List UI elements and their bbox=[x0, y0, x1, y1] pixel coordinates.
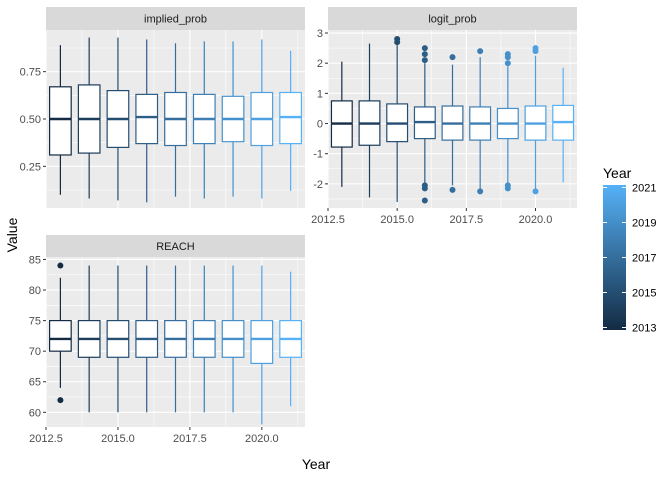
outlier-point bbox=[421, 51, 428, 58]
box-2017 bbox=[441, 54, 464, 193]
x-tick-label: 2017.5 bbox=[173, 433, 207, 445]
box-2013 bbox=[48, 45, 72, 195]
box-2020 bbox=[250, 265, 274, 425]
facet-strip bbox=[328, 7, 577, 30]
facet-strip bbox=[46, 235, 305, 257]
y-tick-label: 0.75 bbox=[20, 67, 41, 79]
outlier-point bbox=[421, 185, 428, 192]
box-2019 bbox=[221, 41, 245, 197]
facet-strip bbox=[46, 7, 305, 30]
box-2017 bbox=[164, 265, 187, 413]
box-2020 bbox=[250, 39, 274, 199]
y-tick-label: 1 bbox=[317, 88, 323, 100]
box-2013 bbox=[48, 262, 72, 404]
legend-label: 2019 bbox=[632, 218, 656, 230]
box-2017 bbox=[164, 43, 187, 197]
x-axis-title: Year bbox=[302, 456, 331, 472]
outlier-point bbox=[477, 48, 484, 55]
box-2021 bbox=[279, 271, 303, 407]
y-tick-label: 2 bbox=[317, 58, 323, 70]
box-2014 bbox=[358, 43, 381, 198]
outlier-point bbox=[532, 188, 539, 195]
legend-title: Year bbox=[603, 165, 632, 181]
outlier-point bbox=[504, 185, 511, 192]
y-tick-label: 75 bbox=[29, 316, 41, 328]
x-tick-label: 2012.5 bbox=[311, 214, 345, 226]
outlier-point bbox=[449, 186, 456, 193]
y-tick-label: 60 bbox=[29, 407, 41, 419]
y-tick-label: 85 bbox=[29, 254, 41, 266]
panel-implied-prob: implied_prob 0.25 0.50 0.75 bbox=[20, 7, 305, 208]
outlier-point bbox=[421, 197, 428, 204]
outlier-point bbox=[57, 262, 64, 269]
facet-strip-label: implied_prob bbox=[144, 14, 207, 26]
box-2016 bbox=[413, 45, 436, 204]
legend-label: 2021 bbox=[632, 183, 656, 195]
x-tick-label: 2020.0 bbox=[519, 214, 553, 226]
x-tick-label: 2015.0 bbox=[101, 433, 135, 445]
legend: 2013 2015 2017 2019 2021 bbox=[603, 183, 656, 335]
outlier-point bbox=[421, 57, 428, 64]
box-2013 bbox=[330, 61, 353, 187]
box-2018 bbox=[469, 48, 492, 195]
facet-strip-label: logit_prob bbox=[428, 14, 476, 26]
x-tick-label: 2017.5 bbox=[450, 214, 484, 226]
box-2016 bbox=[135, 265, 159, 413]
y-tick-label: 0 bbox=[317, 119, 323, 131]
y-tick-label: -2 bbox=[313, 179, 323, 191]
box-2020 bbox=[524, 45, 547, 195]
panel-logit-prob: logit_prob -2 -1 0 1 2 3 2012.5 2015.0 2017.5 2020… bbox=[311, 7, 577, 226]
box-2015 bbox=[106, 265, 130, 413]
y-axis-title: Value bbox=[4, 217, 20, 252]
legend-label: 2017 bbox=[632, 253, 656, 265]
y-tick-label: 70 bbox=[29, 346, 41, 358]
outlier-point bbox=[504, 60, 511, 67]
legend-label: 2015 bbox=[632, 288, 656, 300]
box-2019 bbox=[221, 265, 245, 413]
box-2014 bbox=[77, 37, 101, 199]
outlier-point bbox=[57, 397, 64, 404]
box-2021 bbox=[552, 67, 575, 183]
box-2018 bbox=[192, 41, 216, 199]
x-tick-label: 2012.5 bbox=[29, 433, 63, 445]
outlier-point bbox=[394, 36, 401, 43]
box-2014 bbox=[77, 265, 101, 413]
box-2018 bbox=[192, 265, 216, 413]
outlier-point bbox=[421, 45, 428, 52]
y-tick-label: 0.50 bbox=[20, 114, 41, 126]
facet-strip-label: REACH bbox=[156, 241, 195, 253]
outlier-point bbox=[532, 45, 539, 52]
box-2016 bbox=[135, 39, 159, 203]
box-2019 bbox=[496, 51, 519, 192]
y-tick-label: 65 bbox=[29, 377, 41, 389]
legend-colorbar bbox=[603, 185, 626, 330]
x-tick-label: 2015.0 bbox=[380, 214, 414, 226]
box-body bbox=[48, 319, 72, 352]
outlier-point bbox=[477, 188, 484, 195]
y-tick-label: -1 bbox=[313, 149, 323, 161]
panel-reach: REACH 60 65 70 75 80 85 2012.5 2015.0 2017.5 2020.… bbox=[29, 235, 305, 445]
box-2021 bbox=[279, 50, 303, 191]
outlier-point bbox=[449, 54, 456, 61]
box-body bbox=[135, 93, 159, 145]
box-2015 bbox=[106, 37, 130, 201]
legend-label: 2013 bbox=[632, 323, 656, 335]
box-2015 bbox=[386, 36, 409, 202]
outlier-point bbox=[504, 51, 511, 58]
box-body bbox=[250, 319, 274, 365]
y-tick-label: 0.25 bbox=[20, 161, 41, 173]
box-body bbox=[48, 86, 72, 156]
x-tick-label: 2020.0 bbox=[245, 433, 279, 445]
y-tick-label: 80 bbox=[29, 285, 41, 297]
y-tick-label: 3 bbox=[317, 28, 323, 40]
